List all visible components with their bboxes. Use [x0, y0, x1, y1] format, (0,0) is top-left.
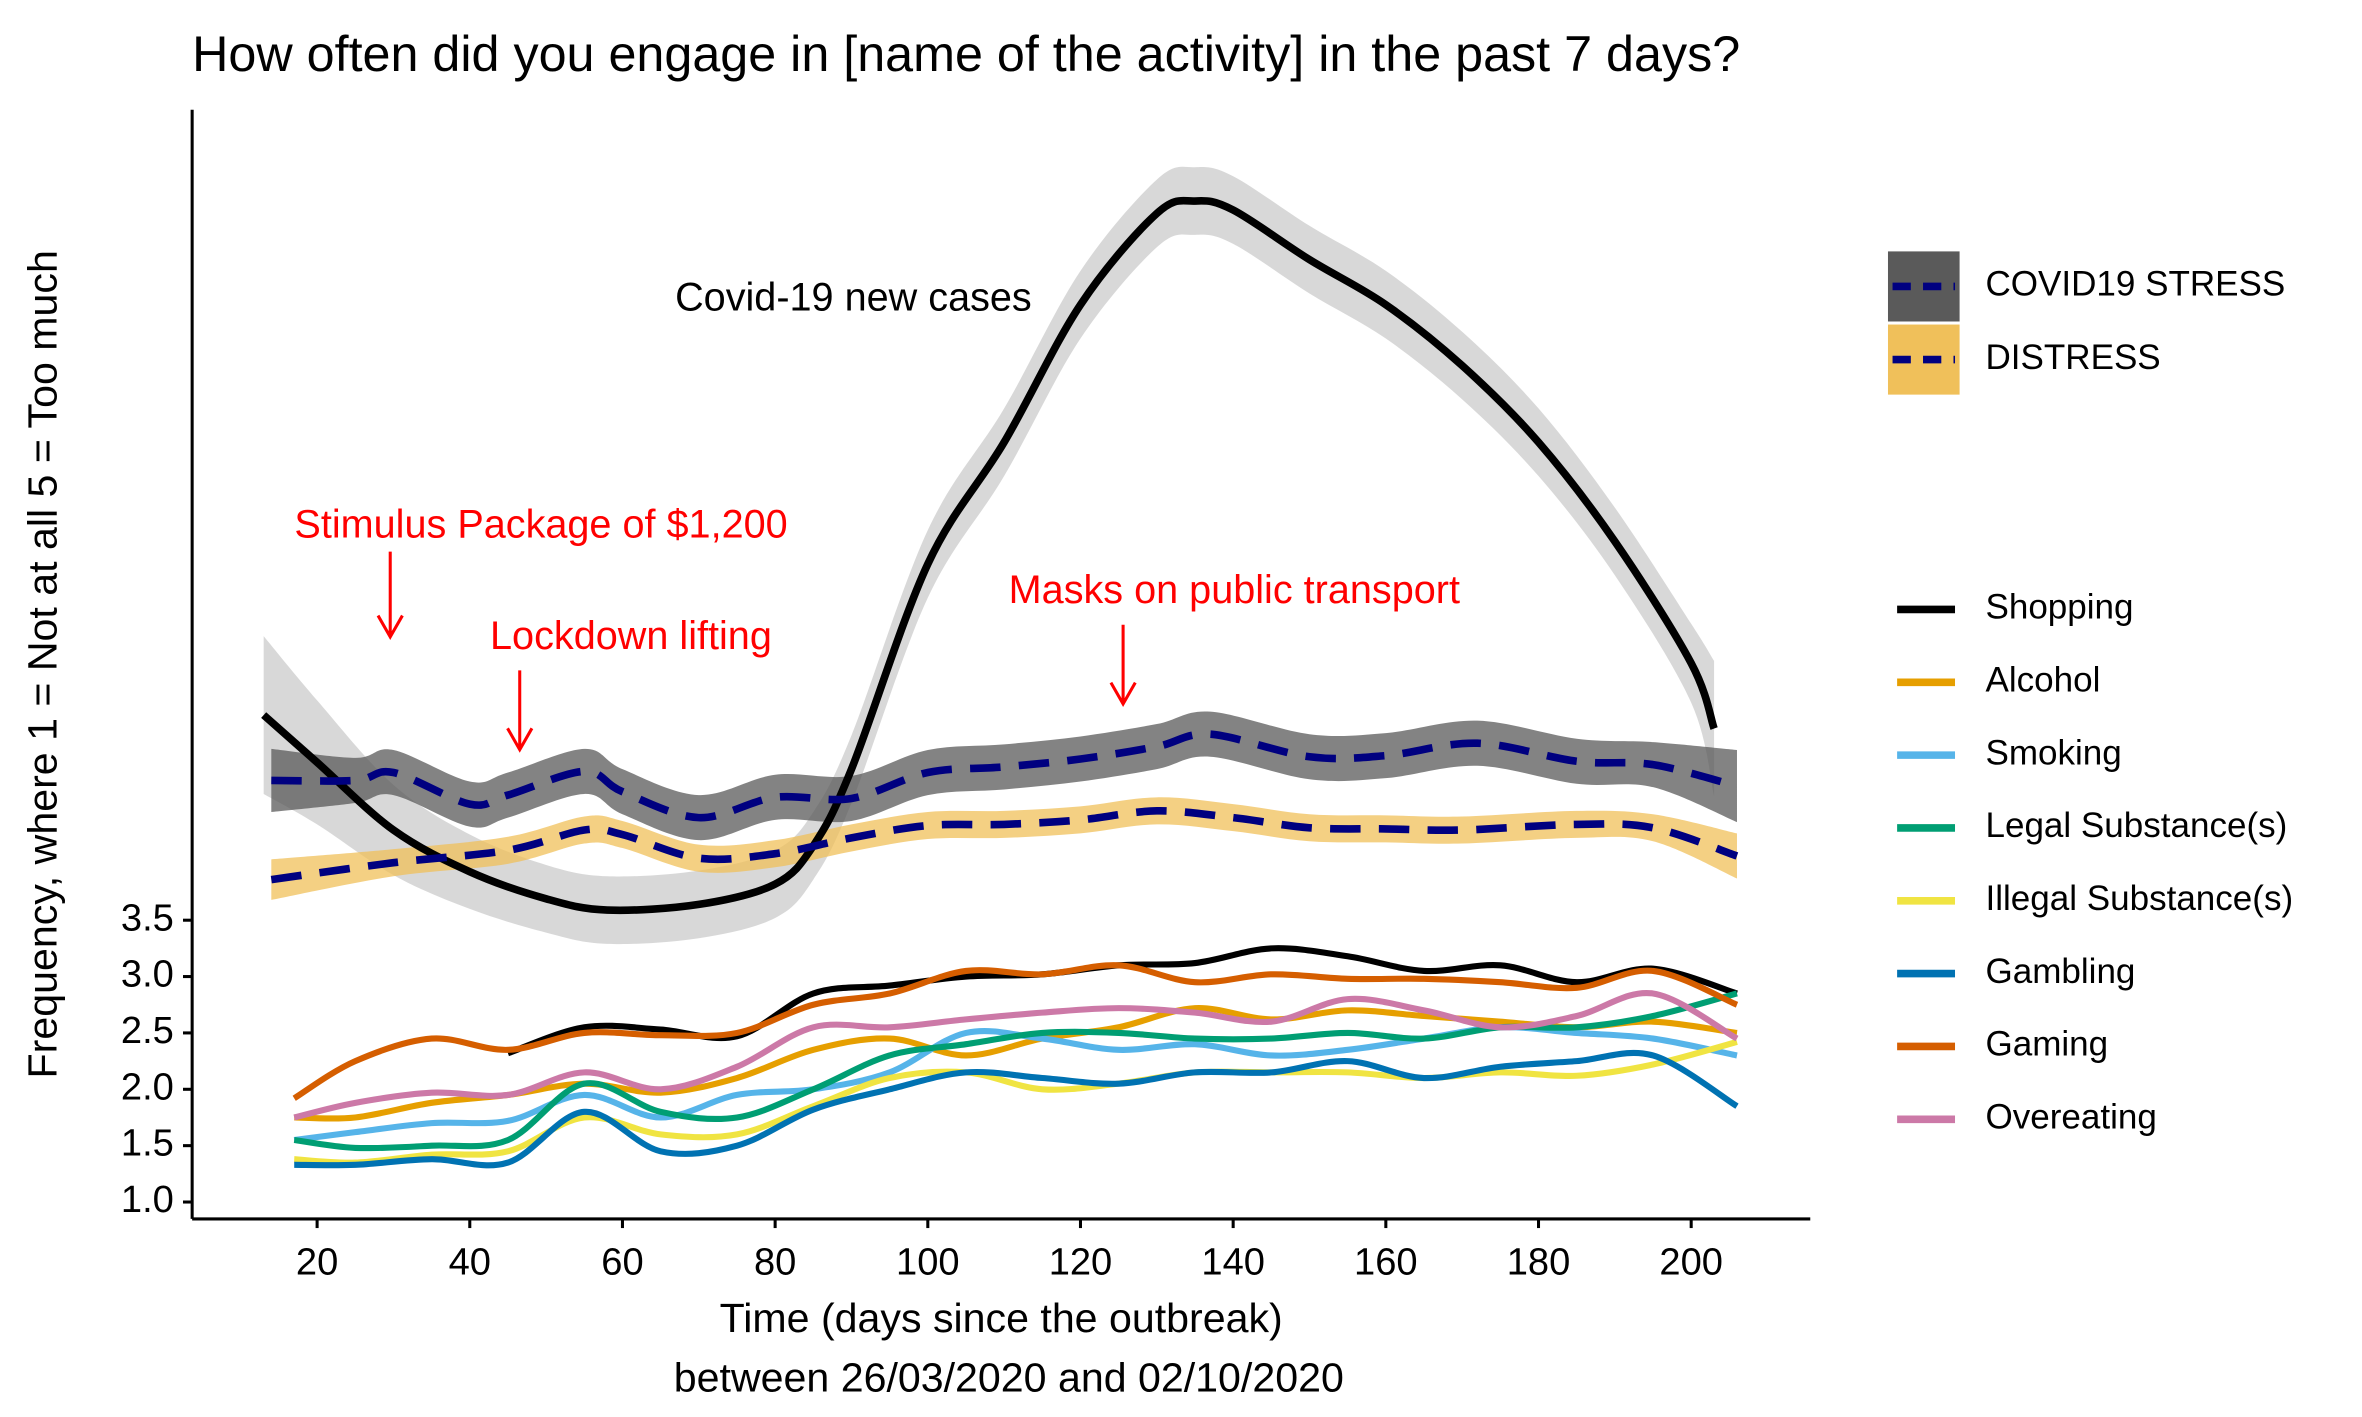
annotation: Covid-19 new cases — [675, 276, 1032, 320]
x-tick-label: 100 — [896, 1242, 960, 1284]
series-line — [292, 962, 1739, 1101]
legend-label: Gaming — [1985, 1025, 2108, 1064]
x-tick-label: 160 — [1354, 1242, 1418, 1284]
x-tick-label: 200 — [1659, 1242, 1723, 1284]
x-tick-label: 180 — [1507, 1242, 1571, 1284]
x-tick-label: 120 — [1049, 1242, 1113, 1284]
legend-label: Smoking — [1985, 733, 2121, 772]
series-line — [294, 1049, 1739, 1169]
legend-label: Illegal Substance(s) — [1985, 879, 2293, 918]
x-tick-label: 140 — [1201, 1242, 1265, 1284]
smooth-line — [271, 730, 1738, 822]
legend-label: DISTRESS — [1985, 338, 2160, 377]
annotation-arrow — [506, 670, 534, 753]
y-tick-label: 1.0 — [121, 1179, 174, 1221]
series-line — [294, 1039, 1738, 1166]
y-tick-label: 1.5 — [121, 1123, 174, 1165]
x-tick-label: 20 — [296, 1242, 338, 1284]
legend-label: Shopping — [1985, 588, 2133, 627]
legend-label: Legal Substance(s) — [1985, 806, 2287, 845]
x-axis-label: between 26/03/2020 and 02/10/2020 — [674, 1354, 1344, 1400]
legend-label: Gambling — [1985, 952, 2135, 991]
chart-title: How often did you engage in [name of the… — [192, 25, 1740, 82]
y-tick-label: 3.5 — [121, 897, 174, 939]
y-tick-label: 3.0 — [121, 954, 174, 996]
confidence-band — [271, 711, 1737, 841]
x-tick-label: 60 — [601, 1242, 643, 1284]
smooth-line — [261, 196, 1718, 915]
annotation: Lockdown lifting — [490, 614, 772, 658]
legend-label: Overeating — [1985, 1098, 2156, 1137]
annotation: Stimulus Package of $1,200 — [294, 503, 787, 547]
x-tick-label: 40 — [449, 1242, 491, 1284]
annotation-arrow — [1109, 624, 1137, 708]
x-tick-label: 80 — [754, 1242, 796, 1284]
y-tick-label: 2.5 — [121, 1010, 174, 1052]
series-line — [293, 989, 1739, 1121]
legend-label: COVID19 STRESS — [1985, 265, 2285, 304]
confidence-band — [271, 797, 1737, 900]
annotation: Masks on public transport — [1009, 568, 1460, 612]
y-tick-label: 2.0 — [121, 1066, 174, 1108]
y-axis-label: Frequency, where 1 = Not at all 5 = Too … — [20, 250, 66, 1078]
smooth-line — [270, 807, 1739, 884]
annotation-arrow — [376, 551, 404, 640]
x-axis-label: Time (days since the outbreak) — [720, 1295, 1283, 1341]
legend-label: Alcohol — [1985, 661, 2100, 700]
